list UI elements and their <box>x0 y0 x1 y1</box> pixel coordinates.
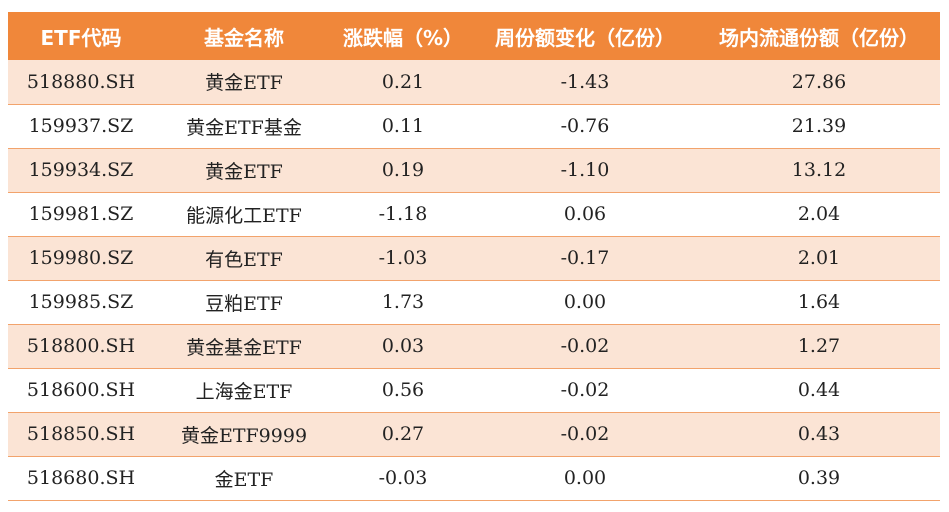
cell-float-shares: 13.12 <box>698 148 940 193</box>
cell-code: 518600.SH <box>8 368 154 413</box>
cell-code: 518850.SH <box>8 412 154 457</box>
table-body: 518880.SH 黄金ETF 0.21 -1.43 27.86 159937.… <box>8 60 940 501</box>
table-row: 518880.SH 黄金ETF 0.21 -1.43 27.86 <box>8 60 940 105</box>
cell-weekly-change: -1.43 <box>472 60 698 105</box>
table-row: 159981.SZ 能源化工ETF -1.18 0.06 2.04 <box>8 192 940 237</box>
cell-name: 能源化工ETF <box>154 192 334 237</box>
cell-weekly-change: -0.02 <box>472 412 698 457</box>
header-change-pct: 涨跌幅（%） <box>342 25 464 50</box>
header-etf-code: ETF代码 <box>40 25 122 50</box>
cell-code: 518800.SH <box>8 324 154 369</box>
cell-float-shares: 0.43 <box>698 412 940 457</box>
cell-name: 黄金ETF9999 <box>154 412 334 457</box>
cell-change: -0.03 <box>334 456 472 501</box>
etf-table: ETF代码 基金名称 涨跌幅（%） 周份额变化（亿份） 场内流通份额（亿份） 5… <box>8 12 940 501</box>
cell-weekly-change: 0.00 <box>472 456 698 501</box>
cell-name: 豆粕ETF <box>154 280 334 325</box>
header-float-shares: 场内流通份额（亿份） <box>719 25 919 50</box>
table-row: 518680.SH 金ETF -0.03 0.00 0.39 <box>8 456 940 501</box>
table-row: 518600.SH 上海金ETF 0.56 -0.02 0.44 <box>8 368 940 413</box>
cell-change: 0.21 <box>334 60 472 105</box>
cell-code: 518680.SH <box>8 456 154 501</box>
cell-code: 159981.SZ <box>8 192 154 237</box>
cell-float-shares: 21.39 <box>698 104 940 149</box>
cell-name: 有色ETF <box>154 236 334 281</box>
cell-float-shares: 2.04 <box>698 192 940 237</box>
cell-code: 159934.SZ <box>8 148 154 193</box>
table-row: 159934.SZ 黄金ETF 0.19 -1.10 13.12 <box>8 148 940 193</box>
cell-name: 黄金基金ETF <box>154 324 334 369</box>
cell-code: 159985.SZ <box>8 280 154 325</box>
cell-name: 黄金ETF <box>154 148 334 193</box>
cell-float-shares: 0.44 <box>698 368 940 413</box>
table-row: 159937.SZ 黄金ETF基金 0.11 -0.76 21.39 <box>8 104 940 149</box>
cell-code: 518880.SH <box>8 60 154 105</box>
cell-change: -1.03 <box>334 236 472 281</box>
cell-float-shares: 2.01 <box>698 236 940 281</box>
table-row: 518850.SH 黄金ETF9999 0.27 -0.02 0.43 <box>8 412 940 457</box>
cell-float-shares: 1.27 <box>698 324 940 369</box>
cell-weekly-change: 0.00 <box>472 280 698 325</box>
cell-name: 黄金ETF基金 <box>154 104 334 149</box>
cell-change: 0.19 <box>334 148 472 193</box>
table-header: ETF代码 基金名称 涨跌幅（%） 周份额变化（亿份） 场内流通份额（亿份） <box>8 12 940 60</box>
cell-change: 0.27 <box>334 412 472 457</box>
table-row: 159985.SZ 豆粕ETF 1.73 0.00 1.64 <box>8 280 940 325</box>
cell-name: 上海金ETF <box>154 368 334 413</box>
cell-change: 0.03 <box>334 324 472 369</box>
cell-float-shares: 1.64 <box>698 280 940 325</box>
etf-table-container: ETF代码 基金名称 涨跌幅（%） 周份额变化（亿份） 场内流通份额（亿份） 5… <box>8 12 940 501</box>
cell-change: 1.73 <box>334 280 472 325</box>
header-fund-name: 基金名称 <box>204 25 284 50</box>
cell-change: 0.56 <box>334 368 472 413</box>
cell-float-shares: 27.86 <box>698 60 940 105</box>
cell-weekly-change: 0.06 <box>472 192 698 237</box>
cell-name: 黄金ETF <box>154 60 334 105</box>
cell-weekly-change: -0.76 <box>472 104 698 149</box>
cell-weekly-change: -0.02 <box>472 368 698 413</box>
cell-code: 159980.SZ <box>8 236 154 281</box>
cell-code: 159937.SZ <box>8 104 154 149</box>
cell-weekly-change: -0.02 <box>472 324 698 369</box>
cell-weekly-change: -1.10 <box>472 148 698 193</box>
cell-change: 0.11 <box>334 104 472 149</box>
cell-float-shares: 0.39 <box>698 456 940 501</box>
cell-change: -1.18 <box>334 192 472 237</box>
table-row: 159980.SZ 有色ETF -1.03 -0.17 2.01 <box>8 236 940 281</box>
header-row: ETF代码 基金名称 涨跌幅（%） 周份额变化（亿份） 场内流通份额（亿份） <box>8 12 940 60</box>
cell-weekly-change: -0.17 <box>472 236 698 281</box>
cell-name: 金ETF <box>154 456 334 501</box>
header-weekly-share-change: 周份额变化（亿份） <box>495 25 675 50</box>
table-row: 518800.SH 黄金基金ETF 0.03 -0.02 1.27 <box>8 324 940 369</box>
